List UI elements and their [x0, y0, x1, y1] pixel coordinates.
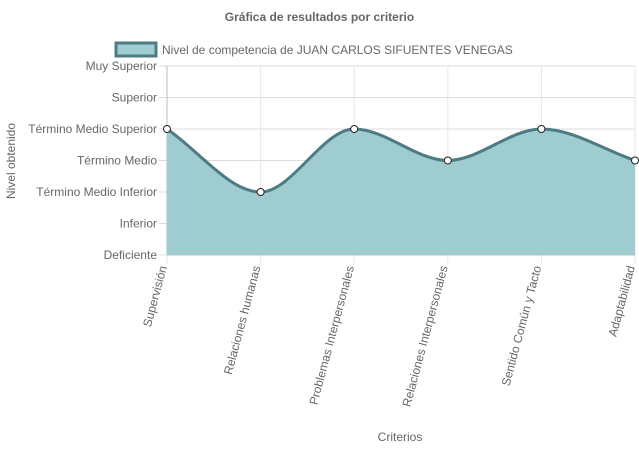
y-tick-labels: Deficiente Inferior Término Medio Inferior… [28, 59, 157, 262]
x-tick-adaptabilidad: Adaptabilidad [606, 264, 638, 338]
data-point-relaciones-humanas[interactable] [256, 188, 265, 196]
y-tick-muy-superior: Muy Superior [86, 59, 157, 73]
y-tick-termino-medio: Término Medio [77, 154, 157, 168]
data-point-problemas-interpersonales[interactable] [350, 125, 359, 133]
y-tick-inferior: Inferior [120, 217, 157, 231]
x-tick-supervision: Supervisión [140, 264, 170, 328]
x-tick-problemas-interpersonales: Problemas Interpersonales [306, 264, 357, 406]
y-tick-superior: Superior [112, 91, 157, 105]
x-tick-labels: Supervisión Relaciones humanas Problemas I… [140, 264, 638, 408]
data-point-sentido-comun-y-tacto[interactable] [537, 125, 546, 133]
data-points [163, 125, 639, 196]
legend-swatch [114, 41, 158, 58]
data-point-relaciones-interpersonales[interactable] [443, 156, 452, 165]
series-line [166, 127, 636, 194]
y-tick-termino-medio-inferior: Término Medio Inferior [36, 185, 157, 199]
y-tick-deficiente: Deficiente [104, 248, 158, 262]
data-point-adaptabilidad[interactable] [631, 156, 639, 165]
series-area [166, 127, 636, 255]
legend-label: Nivel de competencia de JUAN CARLOS SIFU… [162, 43, 513, 57]
x-tick-relaciones-humanas: Relaciones humanas [221, 264, 264, 376]
chart-title: Gráfica de resultados por criterio [225, 10, 414, 24]
series-area-fill [167, 129, 635, 255]
legend[interactable]: Nivel de competencia de JUAN CARLOS SIFU… [114, 41, 513, 58]
y-tick-termino-medio-superior: Término Medio Superior [28, 122, 157, 136]
x-axis-title: Criterios [378, 430, 423, 444]
y-axis-title: Nivel obtenido [4, 123, 18, 199]
x-tick-relaciones-interpersonales: Relaciones Interpersonales [400, 264, 451, 408]
data-point-supervision[interactable] [163, 125, 171, 133]
x-tick-sentido-comun-y-tacto: Sentido Común y Tacto [499, 264, 545, 388]
